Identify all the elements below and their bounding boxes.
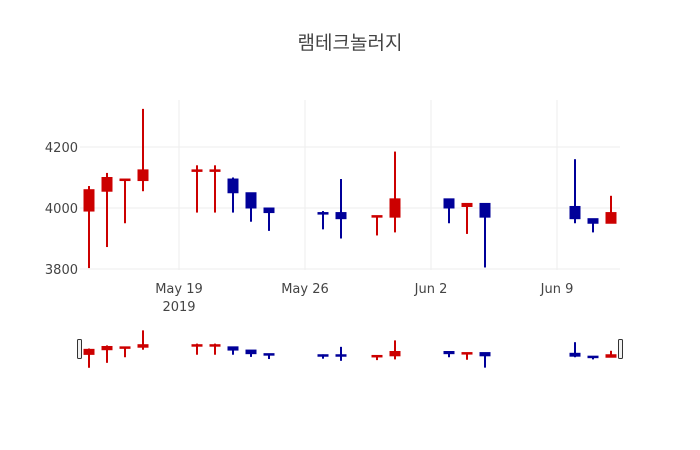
body — [245, 192, 257, 209]
body — [461, 202, 473, 207]
body — [209, 344, 221, 347]
mini-candle[interactable] — [479, 352, 491, 368]
main-candle[interactable] — [101, 172, 113, 248]
body — [443, 198, 455, 209]
mini-candle[interactable] — [587, 355, 599, 360]
mini-candle[interactable] — [119, 346, 131, 358]
mini-candle[interactable] — [371, 354, 383, 361]
mini-candle[interactable] — [443, 351, 455, 358]
range-slider-bg — [80, 330, 620, 368]
body — [137, 169, 149, 182]
body — [245, 349, 257, 355]
main-candle[interactable] — [335, 179, 347, 239]
mini-candle[interactable] — [227, 346, 239, 355]
mini-candle[interactable] — [209, 343, 221, 355]
main-candle[interactable] — [227, 177, 239, 213]
mini-candle[interactable] — [245, 349, 257, 357]
x-tick-label: May 26 — [281, 282, 329, 297]
candlestick-series[interactable] — [83, 108, 617, 269]
x-tick-label: May 19 — [155, 282, 203, 297]
main-candle[interactable] — [137, 108, 149, 192]
mini-candle[interactable] — [101, 345, 113, 363]
mini-candle[interactable] — [83, 348, 95, 368]
mini-candle[interactable] — [335, 346, 347, 361]
body — [209, 169, 221, 172]
body — [83, 348, 95, 355]
main-candle[interactable] — [209, 165, 221, 213]
main-candle[interactable] — [83, 186, 95, 269]
body — [227, 346, 239, 351]
mini-candle[interactable] — [263, 353, 275, 360]
main-candle[interactable] — [371, 215, 383, 236]
body — [569, 205, 581, 220]
x-tick-label: Jun 2 — [414, 282, 448, 297]
x-axis: May 19 2019 May 26 Jun 2 Jun 9 — [155, 282, 573, 315]
main-candle[interactable] — [245, 192, 257, 222]
main-candle[interactable] — [191, 165, 203, 213]
body — [317, 354, 329, 357]
range-slider[interactable] — [77, 330, 623, 368]
body — [83, 189, 95, 212]
body — [389, 351, 401, 357]
range-slider-right-handle[interactable] — [618, 339, 623, 359]
body — [101, 177, 113, 192]
body — [335, 212, 347, 220]
main-candle[interactable] — [119, 178, 131, 224]
mini-candle[interactable] — [137, 330, 149, 350]
body — [227, 178, 239, 194]
body — [263, 207, 275, 214]
body — [101, 345, 113, 351]
main-candle[interactable] — [587, 218, 599, 233]
y-tick-label: 4000 — [45, 202, 78, 217]
chart-title: 램테크놀러지 — [297, 32, 403, 54]
main-candle[interactable] — [479, 202, 491, 268]
main-candle[interactable] — [443, 198, 455, 224]
x-tick-label: Jun 9 — [540, 282, 574, 297]
body — [191, 169, 203, 172]
body — [371, 354, 383, 358]
body — [137, 344, 149, 348]
range-slider-left-handle[interactable] — [77, 339, 82, 359]
y-axis: 3800 4000 4200 — [45, 141, 78, 278]
body — [605, 212, 617, 224]
body — [119, 178, 131, 182]
x-tick-year-label: 2019 — [162, 300, 195, 315]
body — [569, 352, 581, 357]
range-slider-candles — [83, 330, 617, 368]
body — [605, 354, 617, 358]
body — [587, 355, 599, 359]
mini-candle[interactable] — [605, 350, 617, 358]
body — [317, 212, 329, 215]
mini-candle[interactable] — [191, 343, 203, 355]
main-candle[interactable] — [569, 159, 581, 224]
main-candle[interactable] — [389, 151, 401, 233]
body — [479, 202, 491, 218]
main-candle[interactable] — [605, 195, 617, 224]
grid-lines — [80, 100, 620, 270]
body — [587, 218, 599, 224]
body — [371, 215, 383, 218]
body — [443, 351, 455, 355]
body — [461, 352, 473, 355]
body — [119, 346, 131, 349]
body — [335, 354, 347, 357]
body — [263, 353, 275, 356]
y-tick-label: 4200 — [45, 141, 78, 156]
body — [479, 352, 491, 357]
main-candle[interactable] — [461, 202, 473, 234]
main-candle[interactable] — [317, 211, 329, 230]
mini-candle[interactable] — [389, 340, 401, 360]
mini-candle[interactable] — [569, 342, 581, 358]
mini-candle[interactable] — [461, 352, 473, 360]
body — [389, 198, 401, 218]
body — [191, 344, 203, 347]
y-tick-label: 3800 — [45, 263, 78, 278]
mini-candle[interactable] — [317, 354, 329, 359]
main-candle[interactable] — [263, 207, 275, 231]
